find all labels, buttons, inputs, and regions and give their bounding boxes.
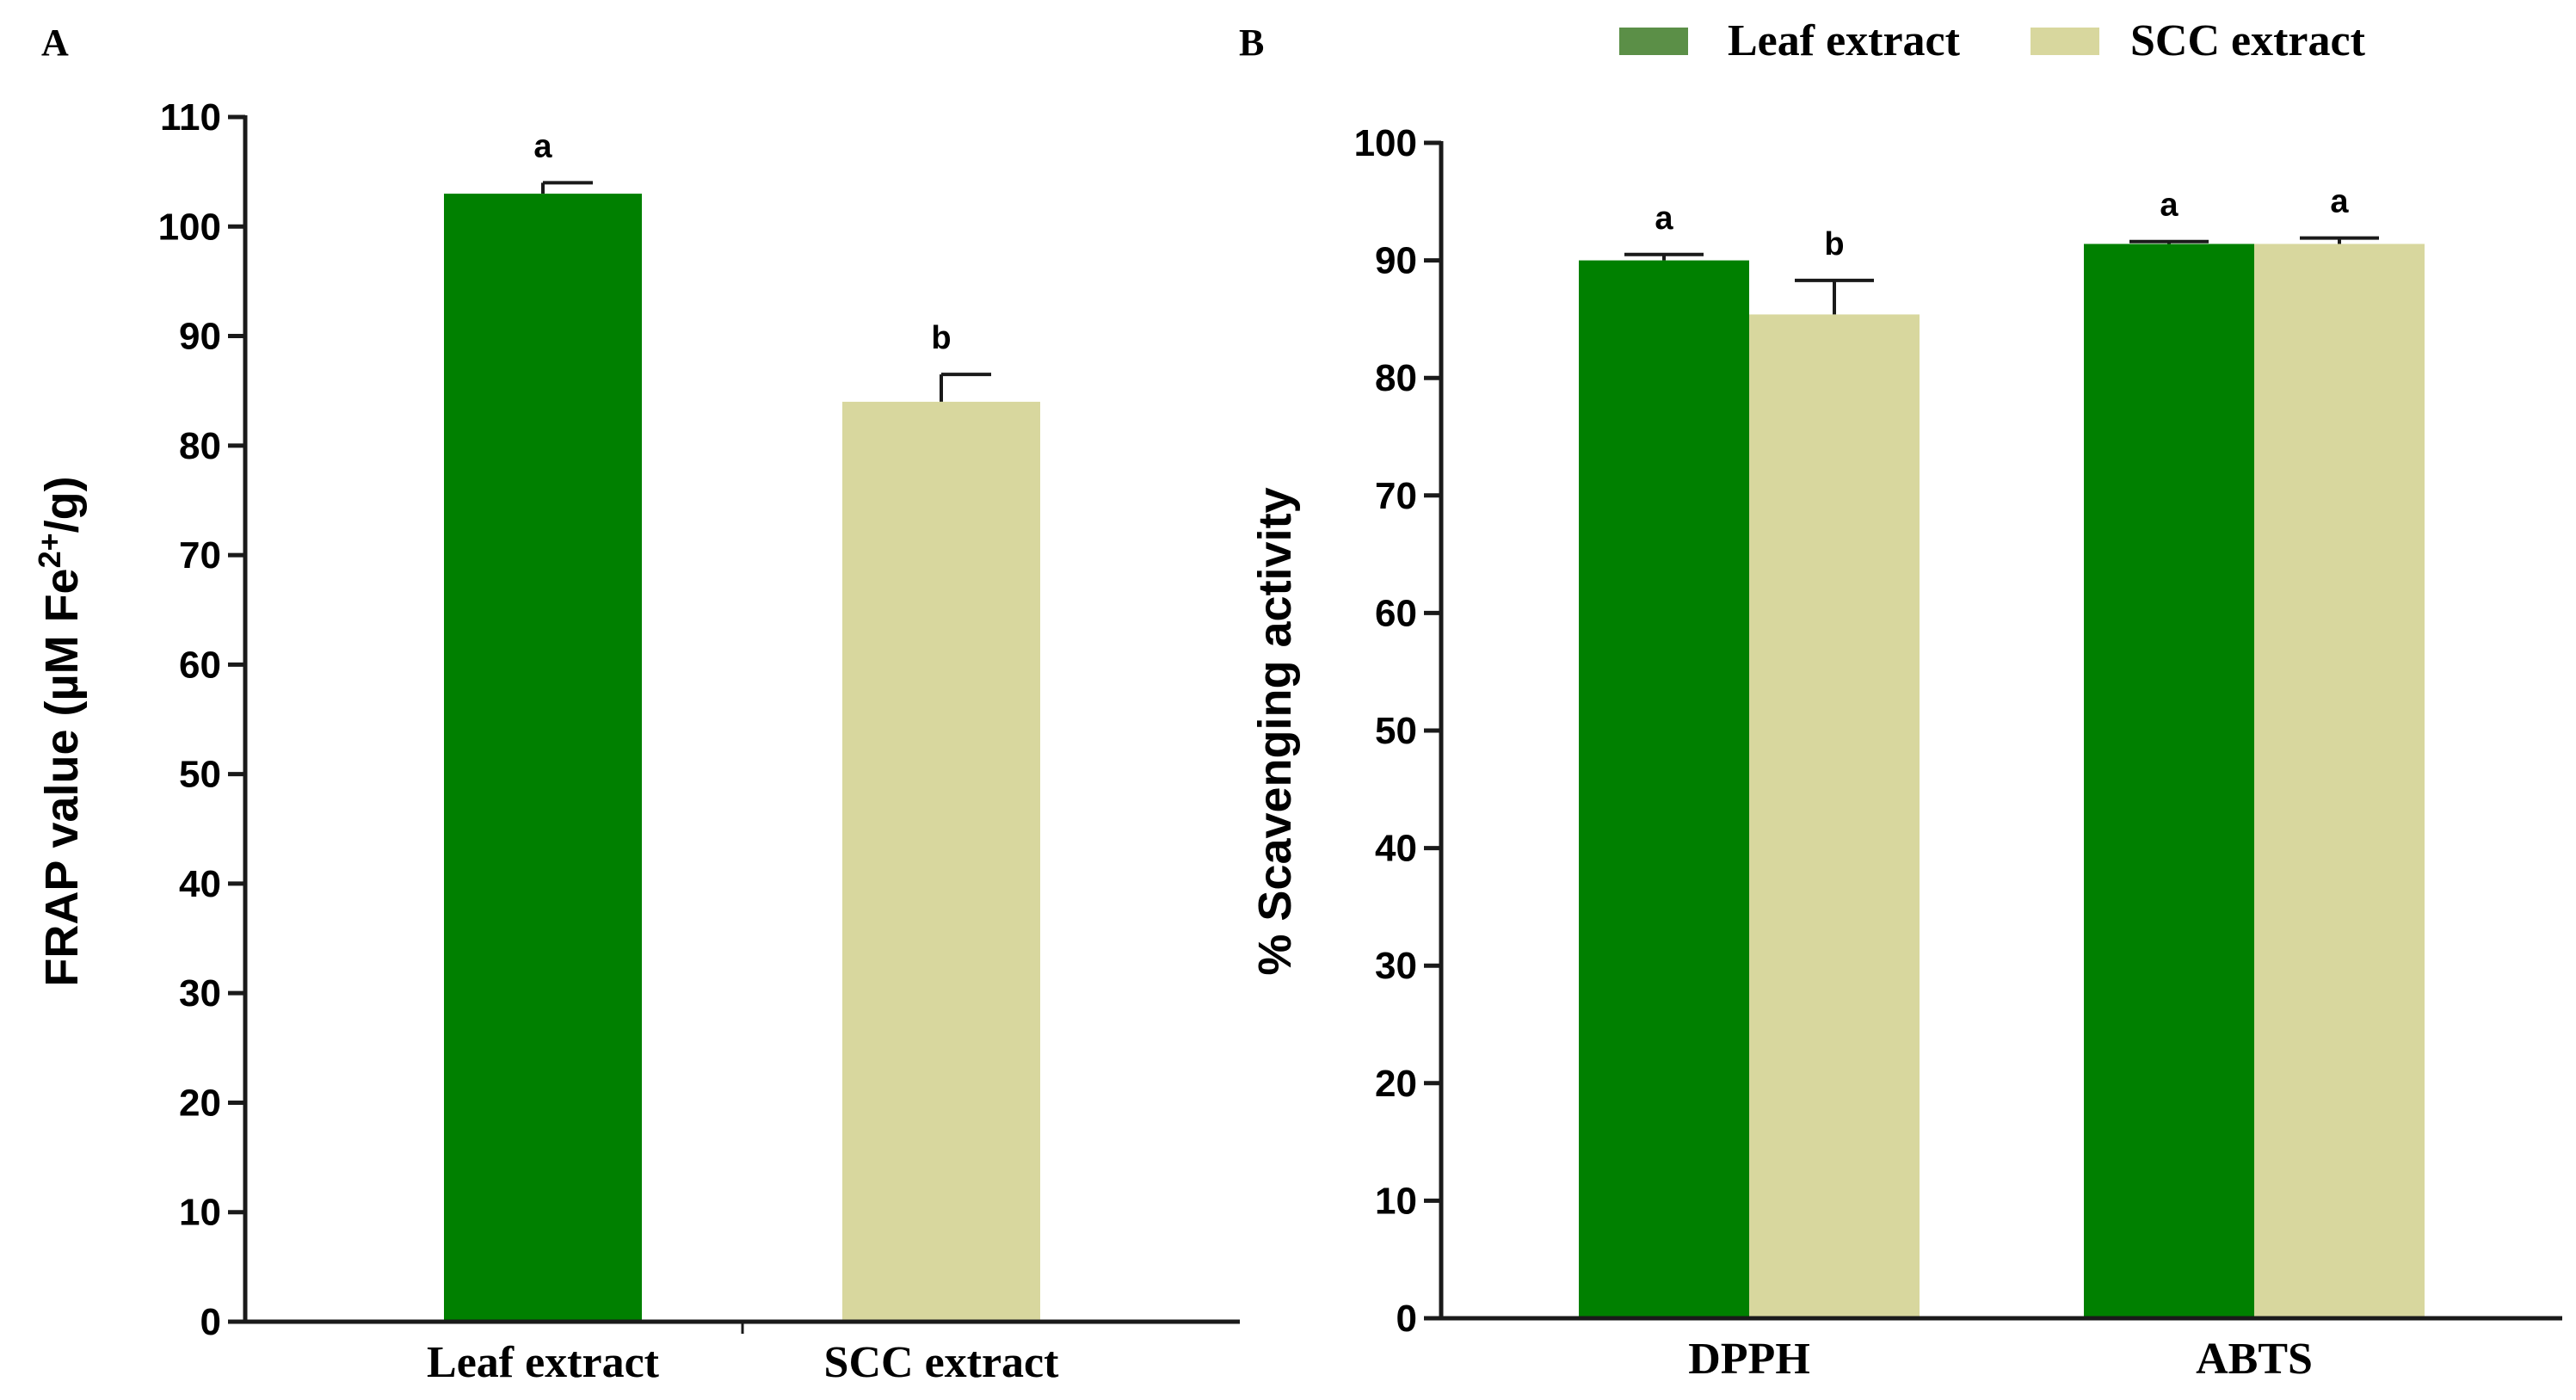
panel-a-bars: ab bbox=[444, 128, 1040, 1323]
panel-a-y-tick-label: 20 bbox=[179, 1082, 221, 1124]
panel-a-y-tick-label: 110 bbox=[160, 96, 221, 139]
panel-a-y-tick-label: 100 bbox=[158, 206, 221, 248]
panel-b-label: B bbox=[1239, 22, 1264, 64]
panel-b-significance-label: a bbox=[1655, 200, 1673, 237]
panel-a: A FRAP value (µM Fe2+/g) 0 10 20 30 40 50 60 70… bbox=[32, 22, 1240, 1387]
legend-swatch-scc bbox=[2031, 28, 2099, 55]
panel-b-y-tick-label: 50 bbox=[1375, 710, 1417, 752]
panel-b-bar bbox=[1579, 260, 1749, 1319]
panel-a-category-label: SCC extract bbox=[824, 1338, 1060, 1387]
panel-b-bar bbox=[2084, 244, 2254, 1318]
panel-b-y-tick-label: 10 bbox=[1375, 1180, 1417, 1222]
panel-a-significance-label: b bbox=[931, 320, 951, 356]
panel-b-bar bbox=[1749, 314, 1920, 1318]
panel-b-bars: a a b a bbox=[1579, 184, 2425, 1319]
panel-a-bar bbox=[842, 401, 1040, 1323]
panel-b-y-tick-label: 60 bbox=[1375, 592, 1417, 634]
panel-a-y-tick-label: 40 bbox=[179, 863, 221, 905]
panel-a-y-tick-label: 60 bbox=[179, 644, 221, 686]
panel-a-y-axis-title-suffix: /g) bbox=[36, 476, 88, 533]
panel-a-y-axis-title-superscript: 2+ bbox=[32, 533, 67, 568]
panel-a-y-ticks: 0 10 20 30 40 50 60 70 80 90 100 110 bbox=[158, 96, 245, 1343]
panel-b-bar bbox=[2254, 244, 2425, 1318]
panel-a-y-tick-label: 90 bbox=[179, 316, 221, 358]
panel-a-y-tick-label: 80 bbox=[179, 425, 221, 467]
panel-a-significance-label: a bbox=[533, 128, 552, 164]
panel-a-category-label: Leaf extract bbox=[427, 1338, 660, 1387]
panel-b-significance-label: b bbox=[1824, 226, 1844, 262]
panel-a-y-tick-label: 30 bbox=[179, 972, 221, 1015]
panel-a-y-axis-title-prefix: FRAP value (µM Fe bbox=[36, 568, 88, 986]
panel-b-category-label: ABTS bbox=[2196, 1335, 2313, 1384]
panel-b-y-tick-label: 20 bbox=[1375, 1063, 1417, 1105]
legend-label-leaf: Leaf extract bbox=[1728, 16, 1961, 65]
panel-a-y-tick-label: 0 bbox=[200, 1301, 221, 1343]
panel-b-y-tick-label: 70 bbox=[1375, 475, 1417, 517]
panel-b-y-ticks: 0 10 20 30 40 50 60 70 80 90 100 bbox=[1354, 122, 1441, 1340]
panel-b-y-tick-label: 80 bbox=[1375, 357, 1417, 399]
legend: Leaf extract SCC extract bbox=[1619, 16, 2366, 65]
panel-b-y-tick-label: 40 bbox=[1375, 828, 1417, 870]
panel-b-y-tick-label: 100 bbox=[1354, 122, 1417, 164]
panel-a-y-axis-title: FRAP value (µM Fe2+/g) bbox=[32, 476, 89, 986]
panel-b-y-tick-label: 90 bbox=[1375, 240, 1417, 282]
panel-b-category-label: DPPH bbox=[1688, 1335, 1810, 1384]
panel-b-y-tick-label: 0 bbox=[1396, 1298, 1417, 1340]
panel-a-y-tick-label: 50 bbox=[179, 754, 221, 796]
panel-b-y-axis-title: % Scavenging activity bbox=[1249, 487, 1301, 975]
panel-a-y-tick-label: 70 bbox=[179, 534, 221, 577]
panel-b-significance-label: a bbox=[2160, 188, 2179, 224]
panel-a-y-tick-label: 10 bbox=[179, 1192, 221, 1234]
legend-swatch-leaf bbox=[1619, 28, 1688, 55]
panel-b-y-tick-label: 30 bbox=[1375, 945, 1417, 987]
panel-a-bar bbox=[444, 194, 642, 1322]
panel-a-label: A bbox=[41, 22, 69, 64]
panel-b-significance-label: a bbox=[2330, 184, 2349, 220]
panel-b: B Leaf extract SCC extract % Scavenging … bbox=[1239, 16, 2562, 1384]
legend-label-scc: SCC extract bbox=[2130, 16, 2366, 65]
